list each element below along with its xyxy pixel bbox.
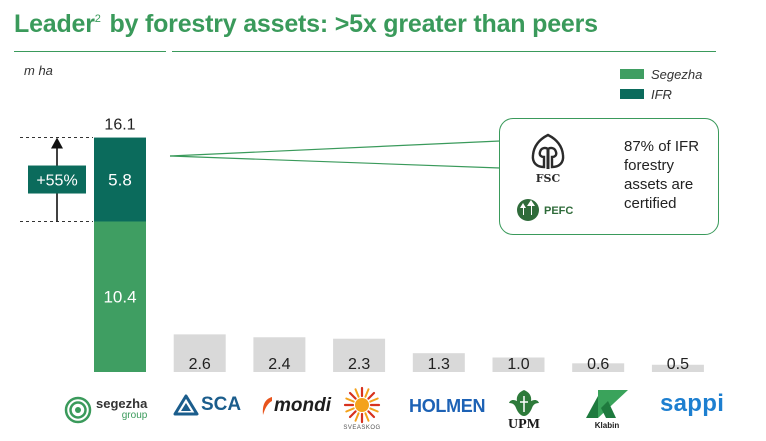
- callout-leader-bottom: [169, 155, 501, 169]
- bar-sca-peer: [173, 334, 226, 372]
- sca-triangle-icon: [173, 394, 199, 416]
- bar-sveaskog-peer: [333, 338, 386, 372]
- holmen-wordmark: HOLMEN: [409, 396, 486, 416]
- title-main: Leader: [14, 10, 95, 38]
- data-label-holmen: 1.3: [428, 356, 450, 373]
- logo-segezha: segezha group: [64, 396, 147, 424]
- segezha-swirl-icon: [64, 396, 92, 424]
- bar-upm-peer: [492, 357, 545, 372]
- legend-item-ifr: IFR: [620, 84, 702, 104]
- segezha-wordmark: segezha: [96, 396, 148, 411]
- certification-callout: FSC PEFC 87% of IFR forestry assets are …: [499, 118, 719, 235]
- growth-arrow-head: [51, 137, 63, 149]
- company-logos: segezha group SCA mondi: [0, 384, 766, 441]
- bar-klabin-peer: [572, 363, 625, 372]
- callout-leader-top: [169, 140, 501, 157]
- legend-label-ifr: IFR: [651, 86, 672, 102]
- title-rule-left: [14, 51, 166, 52]
- title-footnote-marker: 2: [94, 13, 101, 25]
- upm-griffin-icon: [509, 390, 539, 416]
- legend: Segezha IFR: [620, 64, 702, 104]
- logo-sveaskog: SVEASKOG: [343, 386, 381, 431]
- bar-segezha-segezha: [94, 221, 146, 372]
- data-label-segezha-ifr: 5.8: [108, 171, 132, 190]
- data-label-klabin: 0.6: [587, 356, 609, 373]
- growth-badge-label: +55%: [36, 173, 77, 190]
- legend-swatch-segezha: [620, 69, 644, 79]
- total-label-segezha: 16.1: [104, 117, 135, 134]
- logo-sappi: sappi: [660, 390, 724, 418]
- legend-label-segezha: Segezha: [651, 66, 703, 82]
- fsc-logo-icon: FSC: [531, 133, 565, 185]
- bar-mondi-peer: [253, 337, 306, 372]
- logo-upm: UPM: [507, 388, 541, 433]
- callout-text: 87% of IFR forestry assets are certified: [624, 138, 700, 212]
- growth-badge: [28, 165, 86, 194]
- legend-item-segezha: Segezha: [620, 64, 702, 84]
- upm-wordmark: UPM: [508, 417, 540, 432]
- sveaskog-sun-icon: [343, 386, 381, 424]
- bar-segezha-ifr: [94, 137, 146, 222]
- logo-mondi: mondi: [260, 395, 331, 417]
- mondi-wordmark: mondi: [274, 395, 331, 416]
- sveaskog-wordmark: SVEASKOG: [343, 425, 381, 431]
- sca-wordmark: SCA: [201, 394, 242, 415]
- sappi-wordmark: sappi: [660, 390, 725, 417]
- mondi-swoosh-icon: [262, 397, 272, 415]
- data-label-sca: 2.6: [189, 356, 211, 373]
- data-label-upm: 1.0: [507, 356, 529, 373]
- pefc-logo-icon: PEFC: [517, 199, 573, 221]
- logo-sca: SCA: [173, 394, 241, 416]
- data-label-sappi: 0.5: [667, 356, 689, 373]
- logo-klabin: Klabin: [584, 388, 630, 430]
- data-label-sveaskog: 2.3: [348, 356, 370, 373]
- fsc-label: FSC: [536, 172, 561, 185]
- data-label-segezha-segezha: 10.4: [103, 288, 136, 307]
- legend-swatch-ifr: [620, 89, 644, 99]
- segezha-wordmark-sub: group: [121, 410, 148, 421]
- bar-holmen-peer: [412, 353, 465, 372]
- logo-holmen: HOLMEN: [409, 396, 486, 417]
- unit-label: m ha: [24, 63, 53, 78]
- title-rest: by forestry assets: >5x greater than pee…: [102, 10, 598, 38]
- page-title: Leader2 by forestry assets: >5x greater …: [14, 10, 598, 39]
- title-rule-right: [172, 51, 716, 52]
- klabin-k-icon: [586, 390, 628, 418]
- bar-sappi-peer: [651, 364, 704, 372]
- klabin-wordmark: Klabin: [594, 421, 620, 430]
- pefc-label: PEFC: [544, 205, 573, 217]
- data-label-mondi: 2.4: [268, 356, 290, 373]
